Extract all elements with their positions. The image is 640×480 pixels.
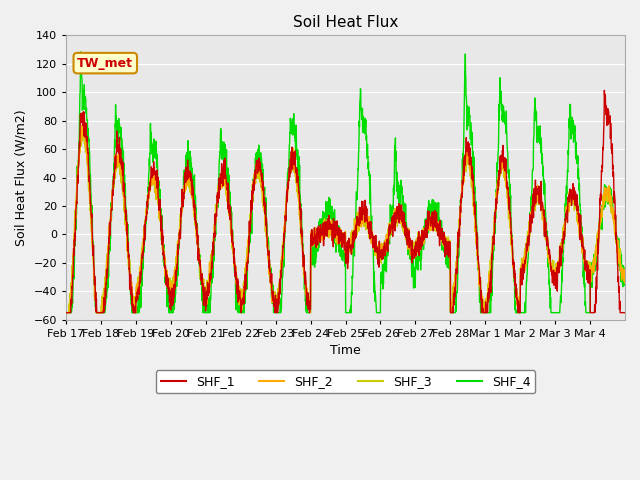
- X-axis label: Time: Time: [330, 344, 361, 357]
- SHF_3: [62, 310, 70, 315]
- SHF_2: [62, 310, 70, 315]
- SHF_3: [79, 127, 86, 133]
- SHF_1: [600, 87, 608, 93]
- SHF_2: [118, 174, 126, 180]
- SHF_3: [118, 184, 126, 190]
- SHF_4: [118, 155, 126, 161]
- SHF_4: [239, 310, 246, 315]
- Line: SHF_4: SHF_4: [66, 52, 625, 312]
- SHF_1: [621, 310, 629, 315]
- SHF_1: [118, 166, 125, 172]
- SHF_4: [546, 286, 554, 291]
- SHF_3: [380, 249, 387, 255]
- SHF_3: [546, 261, 554, 266]
- Line: SHF_3: SHF_3: [66, 130, 625, 312]
- SHF_4: [62, 310, 70, 315]
- SHF_2: [621, 272, 629, 278]
- SHF_1: [545, 248, 553, 254]
- Line: SHF_1: SHF_1: [66, 90, 625, 312]
- SHF_4: [77, 49, 84, 55]
- SHF_2: [514, 300, 522, 306]
- SHF_3: [239, 290, 246, 296]
- SHF_1: [62, 310, 70, 315]
- SHF_4: [380, 279, 387, 285]
- SHF_2: [546, 259, 554, 265]
- Text: TW_met: TW_met: [77, 57, 133, 70]
- Legend: SHF_1, SHF_2, SHF_3, SHF_4: SHF_1, SHF_2, SHF_3, SHF_4: [156, 370, 535, 393]
- SHF_1: [514, 298, 522, 303]
- SHF_2: [613, 242, 621, 248]
- SHF_2: [380, 247, 387, 252]
- SHF_1: [239, 297, 246, 303]
- SHF_3: [621, 265, 629, 271]
- Y-axis label: Soil Heat Flux (W/m2): Soil Heat Flux (W/m2): [15, 109, 28, 246]
- Line: SHF_2: SHF_2: [66, 121, 625, 312]
- SHF_2: [79, 119, 87, 124]
- SHF_3: [514, 297, 522, 303]
- SHF_1: [613, 255, 621, 261]
- SHF_4: [613, 234, 621, 240]
- Title: Soil Heat Flux: Soil Heat Flux: [293, 15, 398, 30]
- SHF_2: [239, 292, 246, 298]
- SHF_1: [379, 251, 387, 256]
- SHF_4: [514, 310, 522, 315]
- SHF_3: [613, 250, 621, 256]
- SHF_4: [621, 265, 629, 271]
